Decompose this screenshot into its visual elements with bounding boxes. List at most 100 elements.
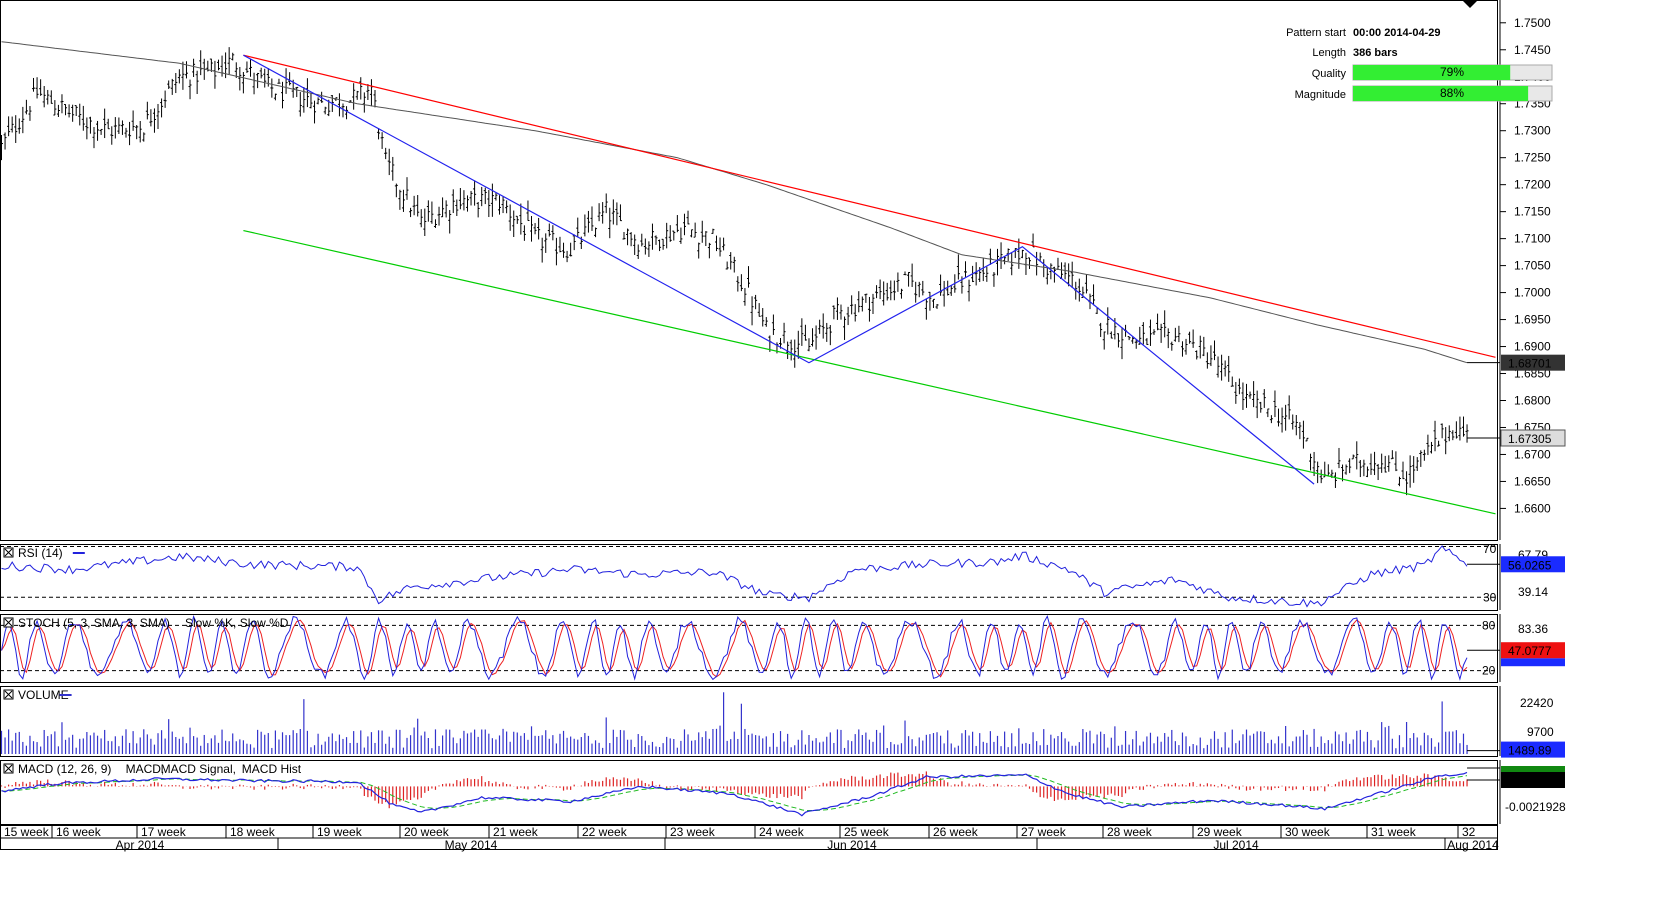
macd-line[interactable] xyxy=(1,771,1468,817)
month-label: Jul 2014 xyxy=(1213,838,1259,852)
week-label: 22 week xyxy=(582,825,628,839)
pattern-start-value: 00:00 2014-04-29 xyxy=(1353,27,1440,39)
price-tick-label: 1.6650 xyxy=(1514,474,1551,488)
macd-frame xyxy=(0,760,1498,825)
stoch-value-label: 47.0777 xyxy=(1508,644,1552,658)
rsi-tick-label: 30 xyxy=(1483,590,1497,604)
week-label: 24 week xyxy=(759,825,805,839)
week-label: 19 week xyxy=(317,825,363,839)
week-label: 25 week xyxy=(844,825,890,839)
week-label: 30 week xyxy=(1285,825,1331,839)
stoch-tick-label: 80 xyxy=(1482,618,1496,632)
price-panel[interactable]: 1.75001.74501.74001.73501.73001.72501.72… xyxy=(0,16,1566,516)
ma-level-box xyxy=(1501,354,1565,371)
week-label: 27 week xyxy=(1021,825,1067,839)
price-tick-label: 1.7150 xyxy=(1514,205,1551,219)
price-tick-label: 1.7200 xyxy=(1514,178,1551,192)
volume-value-box xyxy=(1501,741,1565,758)
macd-hist-legend: MACD Hist xyxy=(242,762,302,776)
price-tick-label: 1.6900 xyxy=(1514,340,1551,354)
magnitude-value: 88% xyxy=(1440,86,1464,100)
quality-label: Quality xyxy=(1312,68,1347,80)
macd-legend: MACD, xyxy=(126,762,165,776)
close-icon[interactable] xyxy=(4,690,13,699)
month-label: Apr 2014 xyxy=(116,838,165,852)
price-tick-label: 1.6950 xyxy=(1514,313,1551,327)
close-icon[interactable] xyxy=(4,764,13,773)
week-label: 26 week xyxy=(933,825,979,839)
price-tick-label: 1.6700 xyxy=(1514,447,1551,461)
close-icon[interactable] xyxy=(4,548,13,557)
volume-frame xyxy=(0,686,1498,757)
week-label: 29 week xyxy=(1197,825,1243,839)
macd-value-label: 0.0001583 xyxy=(1508,774,1565,788)
ma-level-label: 1.68701 xyxy=(1508,357,1552,371)
price-tick-label: 1.6800 xyxy=(1514,394,1551,408)
week-label: 18 week xyxy=(230,825,276,839)
price-tick-label: 1.7300 xyxy=(1514,124,1551,138)
volume-value-label: 1489.89 xyxy=(1508,744,1552,758)
panel-frames xyxy=(0,0,1501,850)
stoch-title: STOCH (5, 3, SMA, 3, SMA) xyxy=(18,616,170,630)
rsi-title: RSI (14) xyxy=(18,546,63,560)
week-label: 23 week xyxy=(670,825,716,839)
pattern-start-label: Pattern start xyxy=(1286,27,1346,39)
length-value: 386 bars xyxy=(1353,47,1398,59)
price-tick-label: 1.7050 xyxy=(1514,259,1551,273)
magnitude-bar-fill xyxy=(1353,86,1529,101)
stoch-d-line[interactable] xyxy=(1,619,1468,678)
stoch-d-legend: Slow %D xyxy=(240,616,289,630)
rsi-value-label: 56.0265 xyxy=(1508,558,1552,572)
x-axis: 15 week 16 week 17 week 18 week 19 week 20 we… xyxy=(0,825,1499,852)
rsi-line[interactable] xyxy=(1,545,1468,608)
month-label: Aug 2014 xyxy=(1447,838,1499,852)
stoch-k-legend: Slow %K, xyxy=(185,616,236,630)
rsi-frame xyxy=(0,544,1498,611)
price-frame xyxy=(0,0,1498,541)
week-label: 20 week xyxy=(404,825,450,839)
macd-tick-label: -0.0021928 xyxy=(1505,800,1566,814)
week-label: 16 week xyxy=(56,825,102,839)
length-label: Length xyxy=(1312,47,1346,59)
price-tick-label: 1.6600 xyxy=(1514,501,1551,515)
week-label: 32 xyxy=(1462,825,1476,839)
volume-tick-label: 22420 xyxy=(1520,696,1554,710)
pattern-info-box: Pattern start 00:00 2014-04-29 Length 38… xyxy=(1286,27,1553,102)
quality-value: 79% xyxy=(1440,65,1464,79)
price-tick-label: 1.7100 xyxy=(1514,232,1551,246)
macd-signal-legend: MACD Signal, xyxy=(161,762,236,776)
month-label: May 2014 xyxy=(445,838,498,852)
stoch-frame xyxy=(0,614,1498,683)
volume-panel[interactable]: VOLUME 22420 9700 1489.89 xyxy=(0,688,1566,758)
week-label: 28 week xyxy=(1107,825,1153,839)
moving-average-line xyxy=(1,41,1468,364)
support-trendline[interactable] xyxy=(243,229,1496,515)
week-label: 21 week xyxy=(493,825,539,839)
stoch-k-line[interactable] xyxy=(1,614,1468,681)
macd-title: MACD (12, 26, 9) xyxy=(18,762,111,776)
rsi-value-box xyxy=(1501,556,1565,573)
macd-panel[interactable]: MACD (12, 26, 9) MACD,MACD Signal, MACD Hi… xyxy=(0,762,1567,817)
candles-group xyxy=(0,47,1469,496)
quality-bar-fill xyxy=(1353,65,1511,80)
price-tick-label: 1.7250 xyxy=(1514,151,1551,165)
resistance-trendline[interactable] xyxy=(243,54,1496,358)
pattern-zigzag[interactable] xyxy=(243,54,1315,485)
current-price-box xyxy=(1500,429,1566,447)
macd-value-box xyxy=(1501,772,1565,788)
month-label: Jun 2014 xyxy=(827,838,877,852)
stoch-panel[interactable]: STOCH (5, 3, SMA, 3, SMA) Slow %K, Slow %D… xyxy=(0,614,1565,681)
week-label: 17 week xyxy=(141,825,187,839)
scroll-arrow-icon[interactable] xyxy=(1462,0,1478,8)
price-tick-label: 1.7450 xyxy=(1514,43,1551,57)
volume-bars xyxy=(0,692,1468,754)
stoch-tick-label: 83.36 xyxy=(1518,622,1548,636)
macd-hidden-box xyxy=(1501,766,1565,772)
stoch-value-box xyxy=(1501,642,1565,659)
price-tick-label: 1.7500 xyxy=(1514,16,1551,30)
close-icon[interactable] xyxy=(4,618,13,627)
current-price-label: 1.67305 xyxy=(1508,432,1552,446)
stoch-hidden-box xyxy=(1501,658,1565,667)
